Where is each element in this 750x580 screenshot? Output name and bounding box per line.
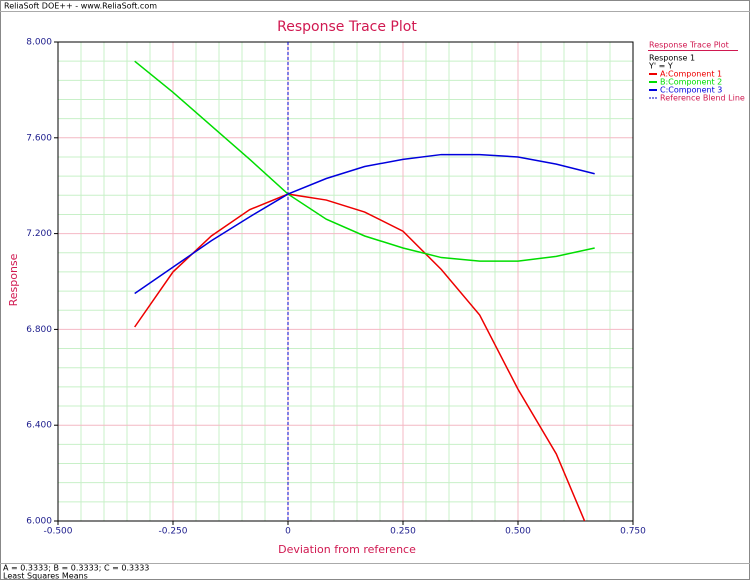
x-tick-label: 0.500 <box>505 527 531 537</box>
plot-area <box>134 42 595 521</box>
x-tick-label: -0.250 <box>158 527 187 537</box>
y-tick-label: 8.000 <box>26 38 52 48</box>
x-tick-label: 0.250 <box>390 527 416 537</box>
plot-border <box>57 41 634 522</box>
x-tick-label: 0 <box>285 527 291 537</box>
legend-transform: Y' = Y <box>648 62 673 71</box>
y-axis-label: Response <box>7 253 20 306</box>
y-tick-label: 6.800 <box>26 325 52 335</box>
series-line <box>134 60 595 262</box>
legend-entry: Reference Blend Line <box>660 94 745 103</box>
series-line <box>134 193 586 521</box>
legend-entry: A:Component 1 <box>660 70 722 79</box>
legend-entry: C:Component 3 <box>660 86 722 95</box>
x-tick-label: -0.500 <box>43 527 72 537</box>
y-tick-label: 7.200 <box>26 229 52 239</box>
y-tick-label: 7.600 <box>26 133 52 143</box>
footer-line: A = 0.3333; B = 0.3333; C = 0.3333 <box>3 564 149 573</box>
header: ReliaSoft DOE++ - www.ReliaSoft.com <box>4 2 157 11</box>
legend-title: Response Trace Plot <box>649 41 729 50</box>
x-tick-label: 0.750 <box>620 527 646 537</box>
series-line <box>134 153 595 295</box>
footer-line: Least Squares Means <box>3 572 88 580</box>
y-tick-label: 6.000 <box>26 517 52 527</box>
legend-entry: B:Component 2 <box>660 78 722 87</box>
x-axis-label: Deviation from reference <box>278 543 416 556</box>
chart-title: Response Trace Plot <box>277 19 417 35</box>
legend-response: Response 1 <box>649 54 695 63</box>
y-tick-label: 6.400 <box>26 421 52 431</box>
